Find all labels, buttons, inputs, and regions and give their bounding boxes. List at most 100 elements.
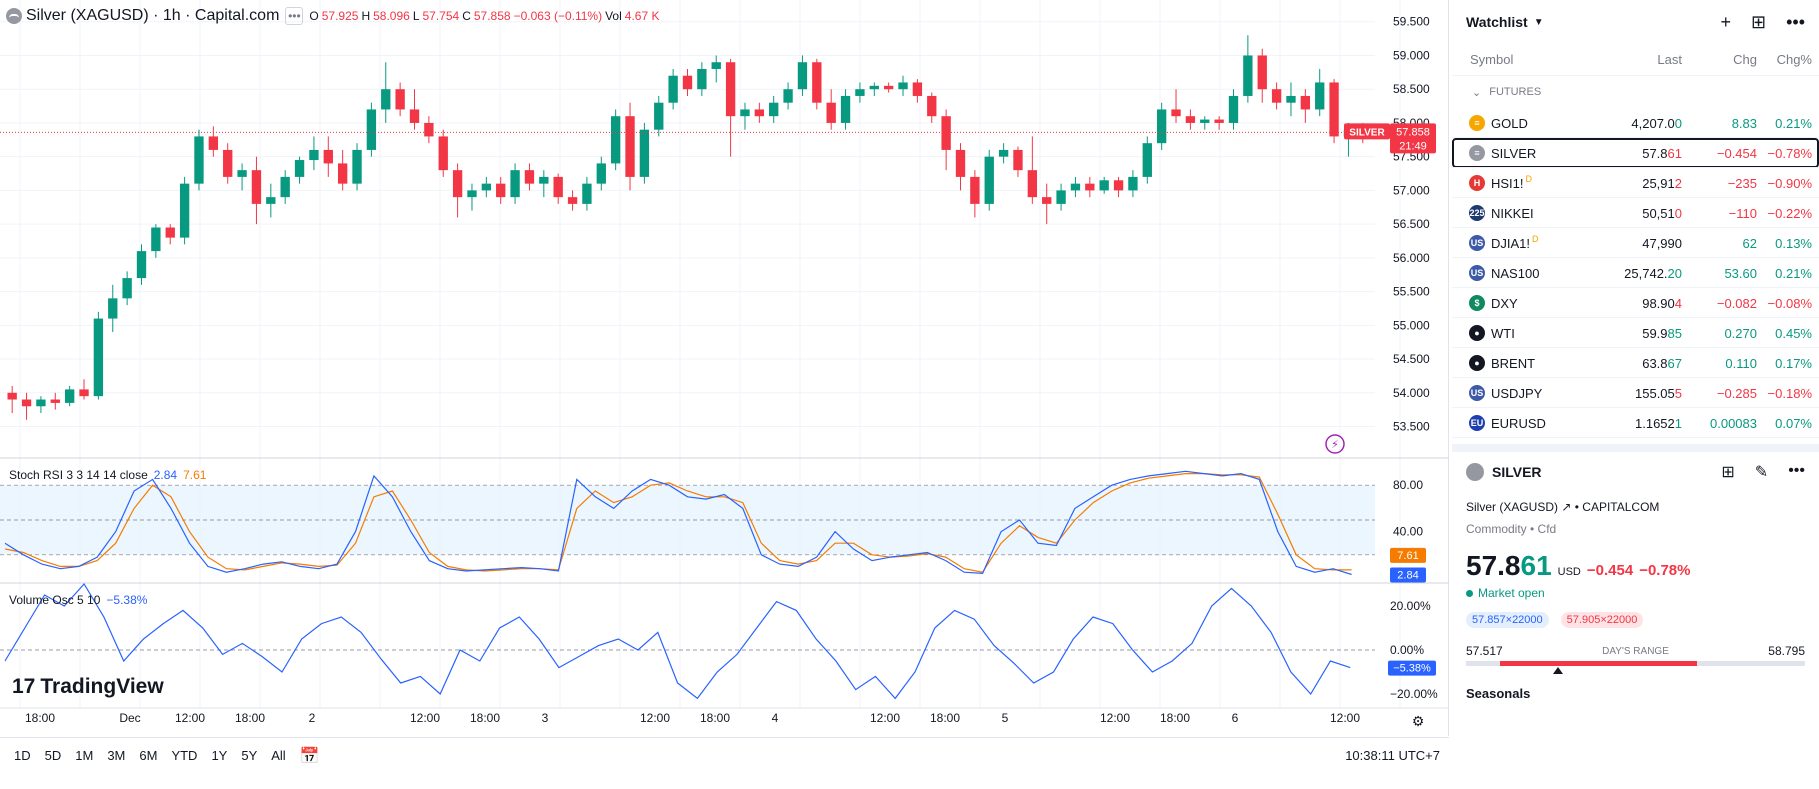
range-3m[interactable]: 3M <box>107 748 126 763</box>
gear-icon[interactable]: ⚙ <box>1412 714 1425 730</box>
candle <box>1214 119 1224 123</box>
candle <box>36 399 46 407</box>
last-price-value: 57.858 <box>1396 126 1430 138</box>
group-futures[interactable]: ⌄ FUTURES <box>1472 86 1542 99</box>
candle <box>179 183 190 238</box>
candle <box>496 183 506 198</box>
watchlist-row-nas100[interactable]: US NAS100 25,742.20 53.60 0.21% <box>1452 258 1819 288</box>
candle <box>194 136 204 184</box>
tradingview-logo[interactable]: 17 TradingView <box>12 675 164 698</box>
more-icon[interactable]: ••• <box>1788 462 1805 479</box>
price-tick: 59.000 <box>1393 48 1430 62</box>
col-symbol[interactable]: Symbol <box>1470 52 1514 67</box>
time-tick: 12:00 <box>869 711 901 725</box>
candle <box>1300 95 1311 110</box>
range-1d[interactable]: 1D <box>14 748 31 763</box>
candle <box>927 95 937 117</box>
watchlist-row-djia1[interactable]: US DJIA1! D 47,990 62 0.13% <box>1452 228 1819 258</box>
col-chg[interactable]: Chg <box>1733 52 1757 67</box>
range-all[interactable]: All <box>271 748 286 763</box>
add-symbol-icon[interactable]: + <box>1720 11 1731 32</box>
watchlist-row-nikkei[interactable]: 225 NIKKEI 50,510 −110 −0.22% <box>1452 198 1819 228</box>
chart-canvas[interactable]: 59.50059.00058.50058.00057.50057.00056.5… <box>0 0 1449 736</box>
watchlist-row-wti[interactable]: ● WTI 59.985 0.270 0.45% <box>1452 318 1819 348</box>
lightning-icon[interactable] <box>1325 434 1345 454</box>
more-icon[interactable]: ••• <box>1786 11 1805 32</box>
time-axis: 18:00 Dec 12:00 18:00 2 12:00 18:00 3 12:00 18:00… <box>0 711 1449 731</box>
range-ytd[interactable]: YTD <box>171 748 198 763</box>
col-last[interactable]: Last <box>1657 52 1682 67</box>
candle <box>1171 109 1181 117</box>
seasonals-title[interactable]: Seasonals <box>1466 686 1531 701</box>
symbol-title[interactable]: Silver (XAGUSD) · 1h · Capital.com <box>6 7 279 25</box>
volosc-tick: 0.00% <box>1390 643 1424 657</box>
chart-pane[interactable]: Silver (XAGUSD) · 1h · Capital.com ••• O… <box>0 0 1449 736</box>
details-symbol[interactable]: SILVER <box>1492 464 1542 480</box>
lightning-glyph: ⚡ <box>1331 438 1339 451</box>
candle <box>452 170 463 198</box>
range-5d[interactable]: 5D <box>44 748 62 763</box>
candle <box>941 116 951 150</box>
col-chg-pct[interactable]: Chg% <box>1776 52 1812 67</box>
calendar-icon[interactable]: 📅 <box>299 747 320 765</box>
candle <box>610 116 621 164</box>
market-status: Market open <box>1466 586 1805 600</box>
range-1y[interactable]: 1Y <box>211 748 228 763</box>
last-symbol-label: SILVER <box>1349 127 1385 138</box>
volosc-legend: Volume Osc 5 10 −5.38% <box>9 593 148 607</box>
details-name: Silver (XAGUSD) ↗ • CAPITALCOM <box>1466 500 1660 514</box>
watchlist-row-brent[interactable]: ● BRENT 63.867 0.110 0.17% <box>1452 348 1819 378</box>
details-header: SILVER ⊞ ✎ ••• <box>1466 452 1805 492</box>
range-1m[interactable]: 1M <box>75 748 94 763</box>
candle <box>524 170 535 184</box>
last-symbol-tag <box>1344 123 1390 140</box>
clock[interactable]: 10:38:11 UTC+7 <box>1345 748 1440 763</box>
silver-icon <box>6 8 22 24</box>
time-tick: 12:00 <box>639 711 671 725</box>
candle <box>50 399 60 403</box>
candle <box>883 85 894 90</box>
watchlist-title[interactable]: Watchlist <box>1466 14 1528 30</box>
stoch-legend: Stoch RSI 3 3 14 14 close 2.84 7.61 <box>9 468 207 482</box>
more-icon[interactable]: ••• <box>285 7 304 25</box>
last-price-tag <box>1390 123 1436 154</box>
candle <box>1315 82 1325 110</box>
price-tick: 56.000 <box>1393 251 1430 265</box>
watchlist-row-eurusd[interactable]: EU EURUSD 1.16521 0.00083 0.07% <box>1452 408 1819 438</box>
candle <box>481 183 492 191</box>
layout-icon[interactable]: ⊞ <box>1751 11 1767 32</box>
candle <box>553 176 563 198</box>
candle <box>1099 180 1109 191</box>
candle <box>596 163 606 184</box>
symbol-icon: US <box>1469 265 1485 281</box>
symbol-icon: ● <box>1469 355 1485 371</box>
watchlist-row-gold[interactable]: ≡ GOLD 4,207.00 8.83 0.21% <box>1452 108 1819 138</box>
candle <box>323 149 333 164</box>
candle <box>366 109 377 150</box>
candle <box>1042 197 1052 204</box>
candle <box>108 298 118 319</box>
grid-icon[interactable]: ⊞ <box>1721 464 1735 481</box>
candle <box>64 389 75 403</box>
watchlist-row-silver[interactable]: ≡ SILVER 57.861 −0.454 −0.78% <box>1452 138 1819 168</box>
candle <box>625 116 635 177</box>
candle <box>280 176 290 198</box>
watchlist-row-usdjpy[interactable]: US USDJPY 155.055 −0.285 −0.18% <box>1452 378 1819 408</box>
watchlist-row-hsi1[interactable]: H HSI1! D 25,912 −235 −0.90% <box>1452 168 1819 198</box>
price-tick: 56.500 <box>1393 217 1430 231</box>
range-5y[interactable]: 5Y <box>241 748 258 763</box>
chevron-down-icon[interactable]: ▼ <box>1533 16 1544 28</box>
candle <box>1013 149 1023 171</box>
range-6m[interactable]: 6M <box>139 748 158 763</box>
edit-icon[interactable]: ✎ <box>1754 464 1769 481</box>
candle <box>1257 55 1267 90</box>
watchlist-row-dxy[interactable]: $ DXY 98.904 −0.082 −0.08% <box>1452 288 1819 318</box>
candle <box>668 75 678 103</box>
time-tick: 12:00 <box>1099 711 1131 725</box>
candle <box>1056 190 1066 204</box>
time-tick: 18:00 <box>929 711 961 725</box>
external-link-icon[interactable]: ↗ <box>1561 500 1575 514</box>
candle <box>1200 119 1210 123</box>
time-tick: 12:00 <box>409 711 441 725</box>
candle <box>381 89 391 110</box>
